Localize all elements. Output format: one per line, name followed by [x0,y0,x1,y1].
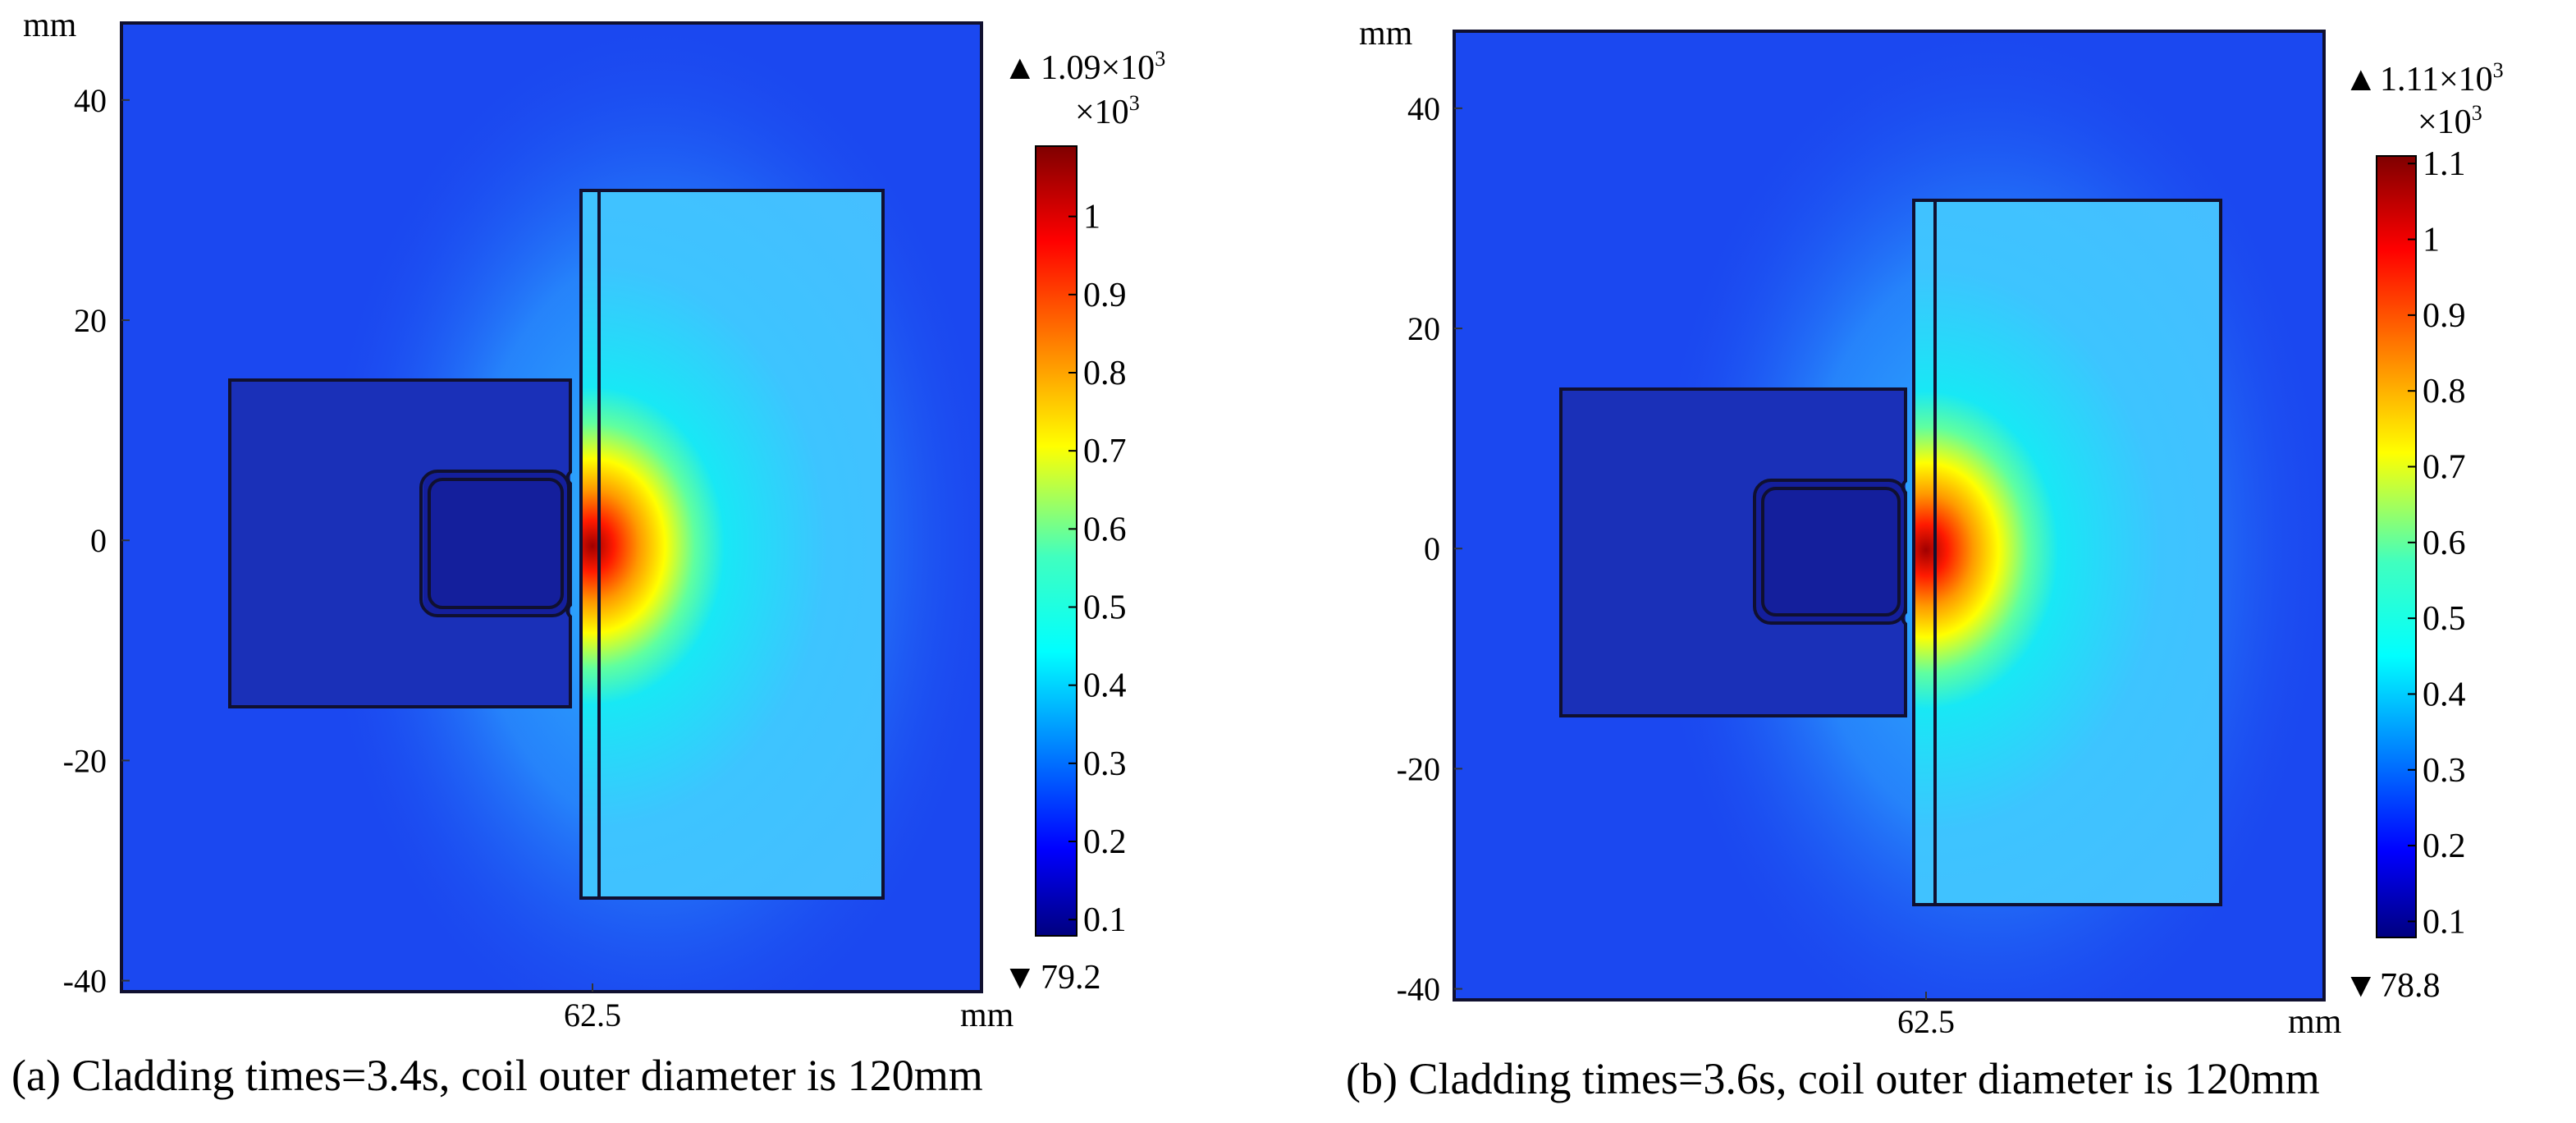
colorbar-tick-label-b: 0.3 [2423,752,2466,790]
panel-b: mm 40 20 0 -20 -40 62.5 mm ▲ 1.11×103 ×103 1… [1346,15,2504,1103]
colorbar-max-b: 1.11×103 [2380,58,2504,99]
colorbar-tick-label-a: 0.9 [1083,277,1127,314]
caption-a: (a) Cladding times=3.4s, coil outer diam… [11,1051,983,1100]
colorbar-tick-label-b: 0.9 [2423,297,2466,335]
colorbar-tick-label-b: 0.7 [2423,449,2466,487]
colorbar-min-b: 78.8 [2380,967,2441,1005]
colorbar-tick-label-a: 0.2 [1083,823,1127,861]
colorbar-scale-a: ×103 [1075,91,1140,131]
geometry-outlines-b [1453,30,2326,1002]
colorbar-tick-label-b: 1.1 [2423,145,2466,183]
y-axis-b: mm 40 20 0 -20 -40 [1359,15,1462,1008]
colorbar-tick-label-a: 1 [1083,199,1100,236]
panel-a: mm 40 20 0 -20 -40 62.5 mm ▲ 1.09×103 ×103 1… [11,7,1165,1100]
colorbar-tick-label-a: 0.4 [1083,667,1127,705]
colorbar-tick-label-b: 0.6 [2423,525,2466,562]
colorbar-min-a: 79.2 [1041,959,1101,997]
colorbar-tick-label-a: 0.7 [1083,433,1127,470]
heatmap-field-a [121,23,981,992]
heatmap-field-b [1454,31,2324,1000]
colorbar-tick-label-b: 0.2 [2423,827,2466,865]
x-axis-b: 62.5 mm [1897,992,2342,1041]
x-tick-label-b: 62.5 [1897,1003,1955,1040]
colorbar-scale-b: ×103 [2418,101,2482,141]
colorbar-tick-label-a: 0.1 [1083,901,1127,939]
y-tick-label-b: -20 [1397,750,1440,787]
y-tick-label-a: -20 [63,742,107,779]
y-tick-label-a: 0 [90,522,107,559]
colorbar-gradient-a [1035,145,1078,937]
y-tick-label-b: 40 [1407,90,1440,127]
colorbar-tick-label-b: 0.4 [2423,676,2466,713]
y-tick-label-b: 20 [1407,310,1440,347]
x-tick-label-a: 62.5 [564,997,621,1034]
x-axis-a: 62.5 mm [564,983,1014,1034]
y-tick-label-a: 20 [74,302,107,339]
colorbar-tick-label-b: 1 [2423,222,2440,259]
y-tick-label-a: -40 [63,963,107,1000]
y-unit-b: mm [1359,15,1413,53]
colorbar-a: ▲ 1.09×103 ×103 1 0.9 0.8 0.7 0.6 0.5 0.4 0.3 0.… [1003,47,1165,997]
y-unit-a: mm [23,7,77,44]
colorbar-tick-label-a: 0.3 [1083,745,1127,783]
colorbar-gradient-b [2376,155,2417,938]
colorbar-tick-label-a: 0.5 [1083,589,1127,627]
colorbar-b: ▲ 1.11×103 ×103 1.1 1 0.9 0.8 0.7 0.6 0.5 0.4 0.… [2344,58,2504,1005]
colorbar-min-marker-a: ▼ [1003,959,1037,997]
y-axis-a: mm 40 20 0 -20 -40 [23,7,130,1000]
colorbar-max-marker-b: ▲ [2344,61,2378,99]
colorbar-tick-label-a: 0.6 [1083,511,1127,548]
geometry-outlines-a [120,21,983,993]
colorbar-tick-label-a: 0.8 [1083,355,1127,392]
colorbar-max-marker-a: ▲ [1003,49,1037,87]
x-unit-a: mm [960,997,1014,1034]
y-tick-label-b: 0 [1424,530,1440,567]
x-unit-b: mm [2288,1003,2342,1041]
colorbar-min-marker-b: ▼ [2344,967,2378,1005]
colorbar-max-a: 1.09×103 [1041,47,1165,87]
colorbar-tick-label-b: 0.1 [2423,903,2466,941]
caption-b: (b) Cladding times=3.6s, coil outer diam… [1346,1054,2320,1103]
y-tick-label-a: 40 [74,82,107,119]
colorbar-tick-label-b: 0.5 [2423,600,2466,638]
y-tick-label-b: -40 [1397,971,1440,1008]
colorbar-tick-label-b: 0.8 [2423,373,2466,410]
